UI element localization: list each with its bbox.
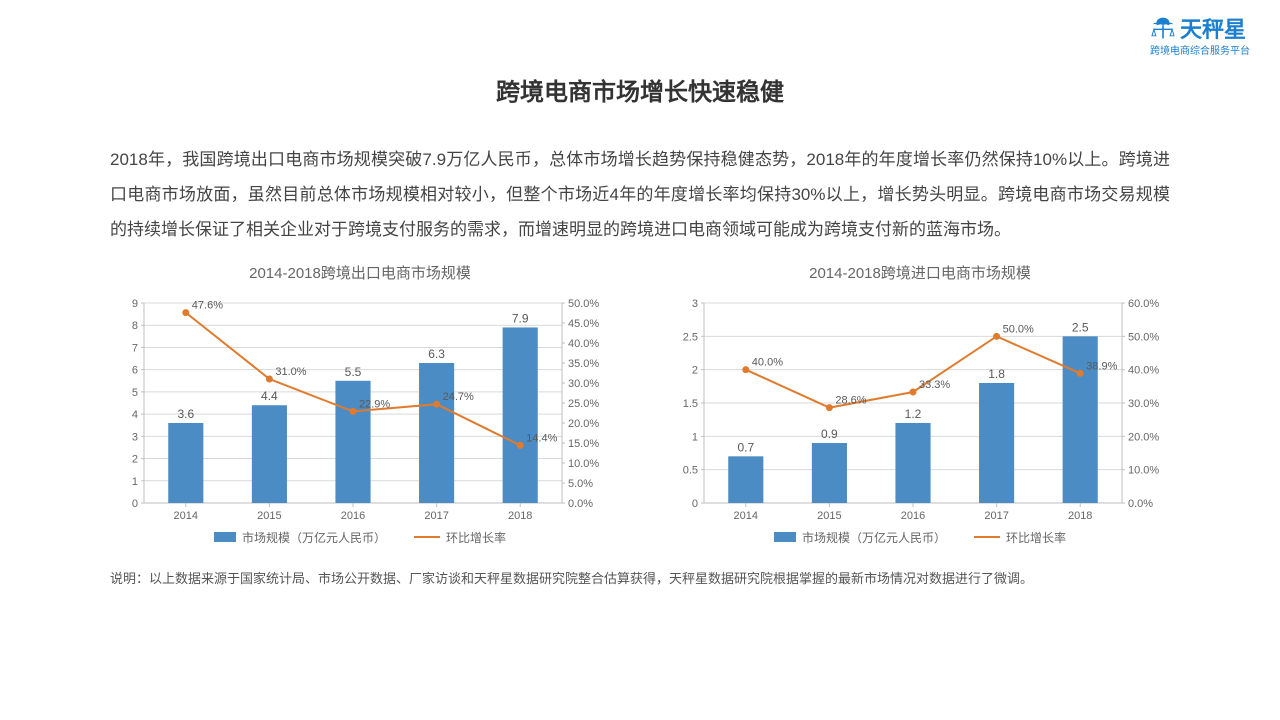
svg-text:2: 2: [692, 364, 698, 376]
legend-bar-label: 市场规模（万亿元人民币）: [242, 529, 386, 546]
svg-text:24.7%: 24.7%: [443, 391, 474, 403]
logo-icon: [1150, 16, 1176, 40]
svg-text:2.5: 2.5: [1072, 320, 1089, 334]
svg-text:10.0%: 10.0%: [568, 458, 599, 470]
svg-text:2: 2: [132, 453, 138, 465]
svg-text:2014: 2014: [174, 510, 198, 522]
svg-text:35.0%: 35.0%: [568, 358, 599, 370]
svg-text:1.8: 1.8: [988, 367, 1005, 381]
svg-text:4: 4: [132, 409, 138, 421]
legend-bar-swatch: [214, 532, 236, 542]
page-title: 跨境电商市场增长快速稳健: [0, 0, 1280, 107]
svg-text:33.3%: 33.3%: [919, 379, 950, 391]
svg-text:0: 0: [692, 498, 698, 510]
svg-text:2018: 2018: [1068, 510, 1092, 522]
description-paragraph: 2018年，我国跨境出口电商市场规模突破7.9万亿人民币，总体市场增长趋势保持稳…: [110, 143, 1170, 248]
svg-text:15.0%: 15.0%: [568, 438, 599, 450]
svg-text:0.0%: 0.0%: [1128, 498, 1153, 510]
svg-text:7.9: 7.9: [512, 311, 529, 325]
svg-text:7: 7: [132, 342, 138, 354]
logo-name: 天秤星: [1180, 12, 1246, 44]
brand-logo: 天秤星 跨境电商综合服务平台: [1150, 12, 1250, 57]
svg-text:2016: 2016: [341, 510, 365, 522]
svg-text:2.5: 2.5: [683, 331, 698, 343]
svg-text:0.0%: 0.0%: [568, 498, 593, 510]
svg-text:22.9%: 22.9%: [359, 398, 390, 410]
svg-text:14.4%: 14.4%: [526, 432, 557, 444]
svg-text:50.0%: 50.0%: [568, 298, 599, 310]
svg-text:30.0%: 30.0%: [568, 378, 599, 390]
charts-row: 2014-2018跨境出口电商市场规模 01234567890.0%5.0%10…: [110, 262, 1170, 546]
svg-text:3: 3: [132, 431, 138, 443]
svg-text:1: 1: [132, 475, 138, 487]
svg-text:60.0%: 60.0%: [1128, 298, 1159, 310]
svg-text:40.0%: 40.0%: [752, 356, 783, 368]
svg-text:2017: 2017: [424, 510, 448, 522]
svg-text:8: 8: [132, 320, 138, 332]
legend-line-label: 环比增长率: [446, 529, 506, 546]
legend-bar-swatch: [774, 532, 796, 542]
svg-text:50.0%: 50.0%: [1128, 331, 1159, 343]
export-chart: 2014-2018跨境出口电商市场规模 0 1 2 3 4 5 6 7 8 9 0.0% 5.0% 10…: [110, 262, 610, 546]
svg-text:0.7: 0.7: [737, 440, 754, 454]
svg-text:2015: 2015: [817, 510, 841, 522]
import-chart-title: 2014-2018跨境进口电商市场规模: [670, 262, 1170, 283]
svg-text:30.0%: 30.0%: [1128, 398, 1159, 410]
footnote: 说明：以上数据来源于国家统计局、市场公开数据、厂家访谈和天秤星数据研究院整合估算…: [110, 568, 1170, 587]
svg-text:2014: 2014: [734, 510, 758, 522]
svg-text:45.0%: 45.0%: [568, 318, 599, 330]
svg-text:5.0%: 5.0%: [568, 478, 593, 490]
svg-text:2017: 2017: [984, 510, 1008, 522]
svg-text:0.9: 0.9: [821, 427, 838, 441]
svg-text:20.0%: 20.0%: [1128, 431, 1159, 443]
export-chart-title: 2014-2018跨境出口电商市场规模: [110, 262, 610, 283]
svg-text:1.5: 1.5: [683, 398, 698, 410]
export-chart-svg: 0 1 2 3 4 5 6 7 8 9 0.0% 5.0% 10.0% 15.0% 20.0% 25.0% 30…: [110, 287, 610, 527]
svg-text:50.0%: 50.0%: [1003, 323, 1034, 335]
export-chart-legend: 市场规模（万亿元人民币） 环比增长率: [110, 529, 610, 546]
svg-text:20.0%: 20.0%: [568, 418, 599, 430]
svg-text:1.2: 1.2: [905, 407, 922, 421]
legend-line-swatch: [414, 536, 440, 538]
legend-bar: 市场规模（万亿元人民币）: [214, 529, 386, 546]
import-chart-legend: 市场规模（万亿元人民币） 环比增长率: [670, 529, 1170, 546]
svg-text:6: 6: [132, 364, 138, 376]
svg-text:2018: 2018: [508, 510, 532, 522]
svg-text:5.5: 5.5: [345, 364, 362, 378]
svg-text:47.6%: 47.6%: [192, 299, 223, 311]
svg-text:2015: 2015: [257, 510, 281, 522]
svg-text:3: 3: [692, 298, 698, 310]
logo-subtitle: 跨境电商综合服务平台: [1150, 42, 1250, 57]
legend-bar-label: 市场规模（万亿元人民币）: [802, 529, 946, 546]
svg-text:40.0%: 40.0%: [1128, 364, 1159, 376]
svg-text:28.6%: 28.6%: [835, 394, 866, 406]
svg-text:31.0%: 31.0%: [275, 366, 306, 378]
svg-text:3.6: 3.6: [177, 407, 194, 421]
import-chart: 2014-2018跨境进口电商市场规模 00.511.522.530.0%10.…: [670, 262, 1170, 546]
svg-text:6.3: 6.3: [428, 347, 445, 361]
legend-line: 环比增长率: [974, 529, 1066, 546]
legend-line: 环比增长率: [414, 529, 506, 546]
svg-text:40.0%: 40.0%: [568, 338, 599, 350]
svg-text:5: 5: [132, 386, 138, 398]
svg-text:4.4: 4.4: [261, 389, 278, 403]
svg-text:2016: 2016: [901, 510, 925, 522]
svg-text:10.0%: 10.0%: [1128, 464, 1159, 476]
legend-bar: 市场规模（万亿元人民币）: [774, 529, 946, 546]
svg-text:1: 1: [692, 431, 698, 443]
legend-line-swatch: [974, 536, 1000, 538]
import-chart-svg: 00.511.522.530.0%10.0%20.0%30.0%40.0%50.…: [670, 287, 1170, 527]
svg-text:0: 0: [132, 498, 138, 510]
svg-text:38.9%: 38.9%: [1086, 360, 1117, 372]
svg-text:25.0%: 25.0%: [568, 398, 599, 410]
svg-text:0.5: 0.5: [683, 464, 698, 476]
legend-line-label: 环比增长率: [1006, 529, 1066, 546]
svg-text:9: 9: [132, 298, 138, 310]
